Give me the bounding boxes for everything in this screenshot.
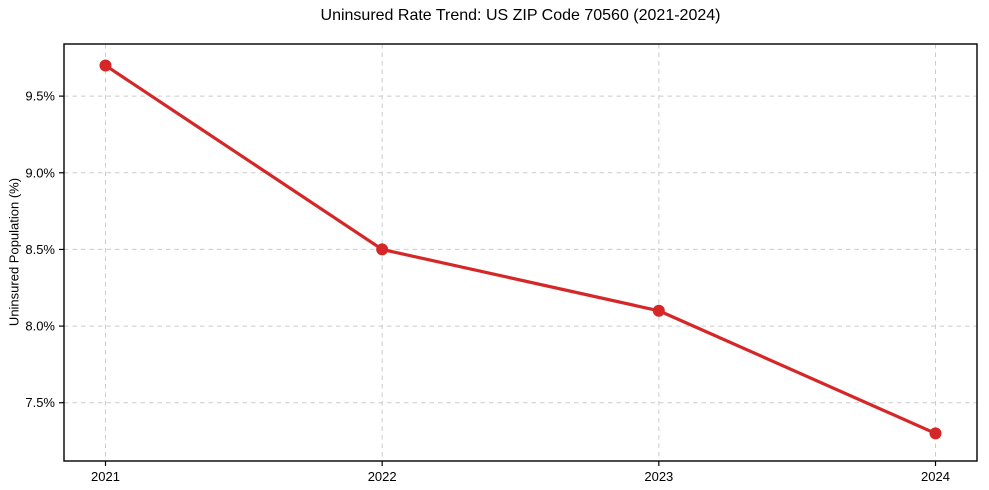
x-tick-label: 2024 — [921, 469, 950, 484]
plot-spines — [63, 43, 978, 462]
data-point — [376, 243, 389, 256]
data-line — [103, 63, 938, 436]
x-tick-label: 2021 — [91, 469, 120, 484]
y-tick-label: 8.0% — [25, 319, 55, 334]
data-point — [99, 59, 112, 72]
x-tick-label: 2023 — [644, 469, 673, 484]
data-point — [652, 304, 665, 317]
y-tick-label: 8.5% — [25, 242, 55, 257]
y-tick-label: 9.5% — [25, 89, 55, 104]
chart-title: Uninsured Rate Trend: US ZIP Code 70560 … — [320, 7, 721, 24]
y-tick-label: 9.0% — [25, 165, 55, 180]
x-tick-label: 2022 — [368, 469, 397, 484]
data-point — [929, 427, 942, 440]
y-tick-label: 7.5% — [25, 395, 55, 410]
